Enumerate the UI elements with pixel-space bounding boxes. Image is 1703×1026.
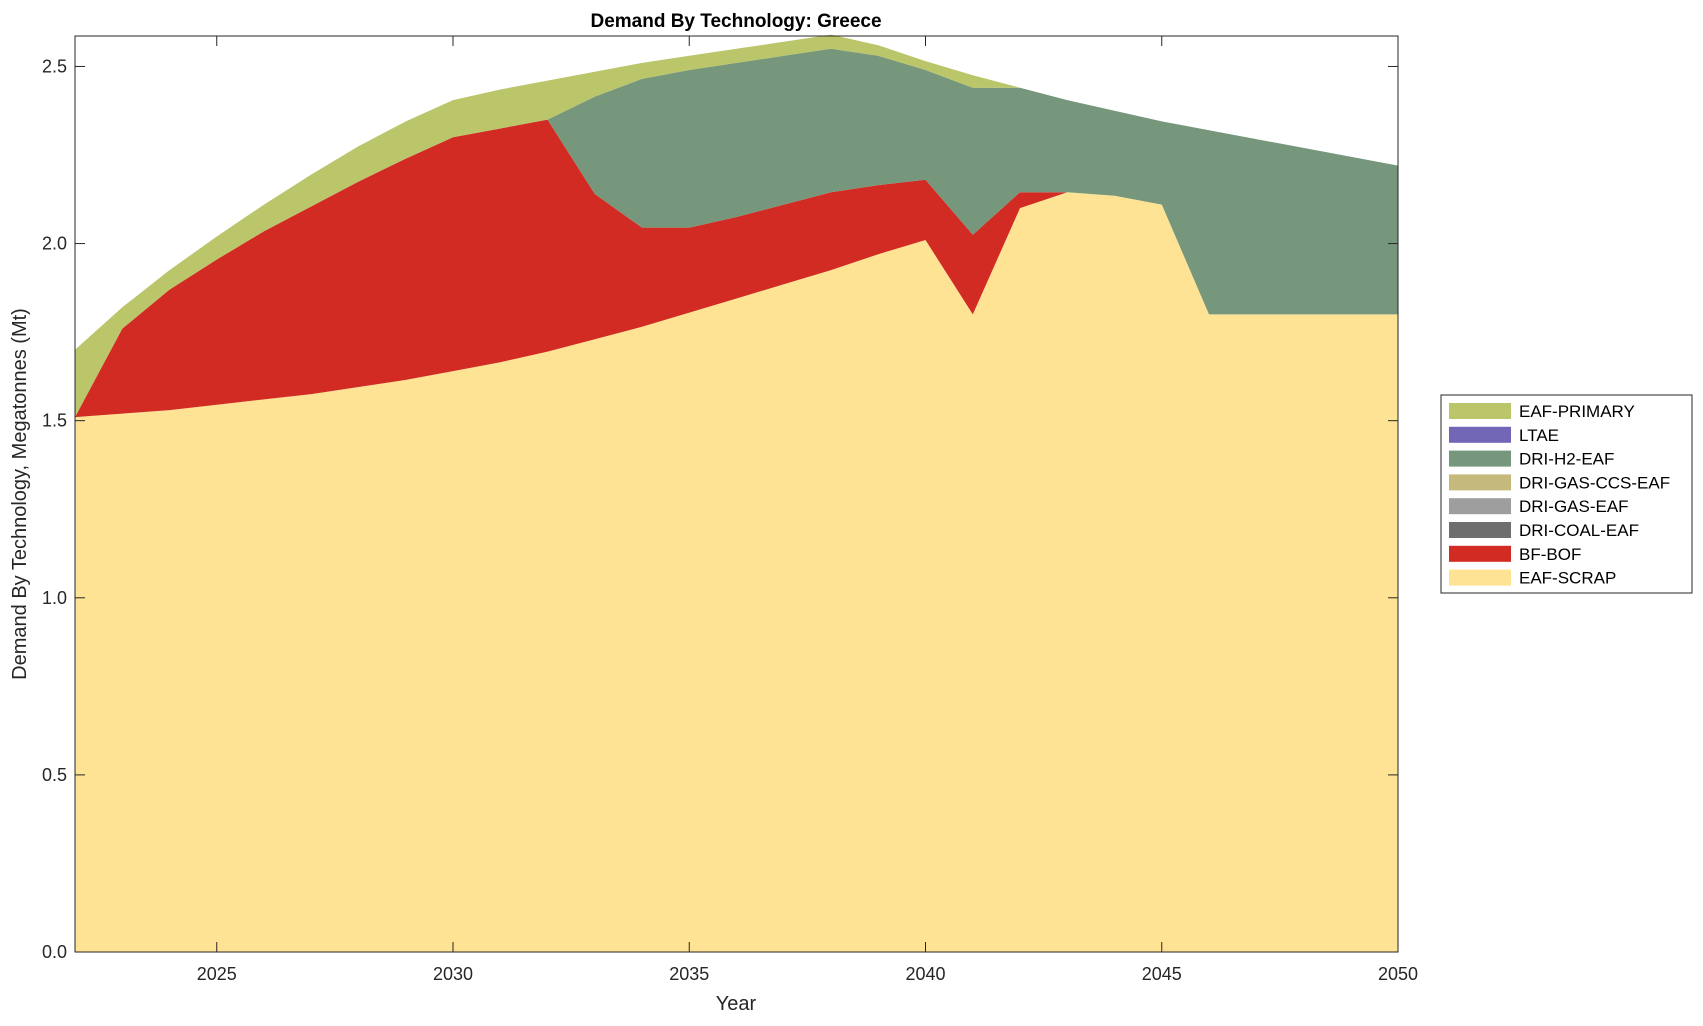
legend-swatch-dri-gas-eaf <box>1449 498 1511 515</box>
y-tick-label: 0.5 <box>42 765 67 785</box>
legend-label-eaf-scrap: EAF-SCRAP <box>1519 569 1616 588</box>
legend-label-bf-bof: BF-BOF <box>1519 545 1581 564</box>
legend-label-dri-gas-eaf: DRI-GAS-EAF <box>1519 497 1629 516</box>
legend-swatch-dri-gas-ccs-eaf <box>1449 474 1511 491</box>
x-tick-label: 2040 <box>905 964 945 984</box>
x-tick-label: 2030 <box>433 964 473 984</box>
area-eaf-scrap <box>75 192 1398 952</box>
area-dri-h2-eaf <box>75 48 1398 418</box>
x-tick-label: 2050 <box>1378 964 1418 984</box>
chart-title: Demand By Technology: Greece <box>590 11 881 32</box>
legend-label-eaf-primary: EAF-PRIMARY <box>1519 402 1635 421</box>
legend: EAF-PRIMARY LTAE DRI-H2-EAF DRI-GAS-CCS-EAF… <box>1440 394 1693 594</box>
legend-swatch-eaf-scrap <box>1449 569 1511 586</box>
y-tick-label: 0.0 <box>42 942 67 962</box>
x-tick-label: 2035 <box>669 964 709 984</box>
area-eaf-primary <box>75 34 1398 418</box>
legend-swatch-dri-h2-eaf <box>1449 450 1511 467</box>
x-tick-label: 2025 <box>197 964 237 984</box>
legend-label-dri-h2-eaf: DRI-H2-EAF <box>1519 450 1614 469</box>
legend-swatch-dri-coal-eaf <box>1449 522 1511 538</box>
area-layers <box>75 34 1398 952</box>
y-tick-label: 1.5 <box>42 411 67 431</box>
legend-swatch-eaf-primary <box>1449 403 1511 419</box>
y-axis-label: Demand By Technology, Megatonnes (Mt) <box>9 308 31 680</box>
area-bf-bof <box>75 119 1398 418</box>
y-tick-label: 2.0 <box>42 234 67 254</box>
x-axis-label: Year <box>716 993 757 1015</box>
y-tick-label: 1.0 <box>42 588 67 608</box>
legend-label-ltae: LTAE <box>1519 426 1559 445</box>
legend-label-dri-coal-eaf: DRI-COAL-EAF <box>1519 521 1639 540</box>
axis-ticks: 2025 2030 2035 2040 2045 2050 0.0 0.5 1.0 1.5 2.0 2… <box>42 36 1418 984</box>
y-tick-label: 2.5 <box>42 56 67 76</box>
legend-swatch-ltae <box>1449 426 1511 443</box>
legend-swatch-bf-bof <box>1449 545 1511 562</box>
x-tick-label: 2045 <box>1142 964 1182 984</box>
plot-frame <box>74 35 1399 953</box>
legend-label-dri-gas-ccs-eaf: DRI-GAS-CCS-EAF <box>1519 473 1670 492</box>
